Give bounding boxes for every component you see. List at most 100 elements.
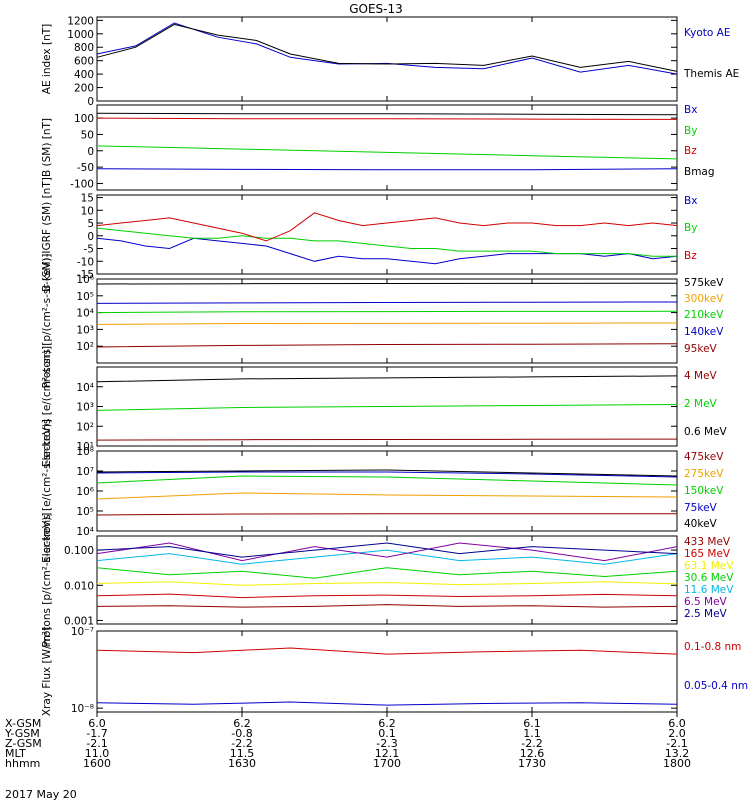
legend-entry: 30.6 MeV [684, 572, 734, 584]
legend-entry: Bz [684, 145, 697, 157]
y-tick-label: 10⁶ [76, 486, 94, 498]
y-tick-label: 10³ [76, 402, 94, 414]
y-axis-label: Electrons [e/(cm²-s-sr-keV)] [41, 419, 53, 563]
y-tick-label: 10⁴ [76, 526, 94, 538]
legend-entry: 6.5 MeV [684, 596, 728, 608]
plot-title: GOES-13 [349, 2, 403, 16]
series-line-2 [96, 701, 678, 706]
ephemeris-value: 13.2 [665, 747, 690, 760]
y-tick-label: 0.100 [64, 545, 94, 557]
legend-entry: Bmag [684, 166, 715, 178]
ephemeris-value: -1.7 [86, 727, 107, 740]
y-tick-label: 10⁸ [76, 446, 94, 458]
panel-4: 10² 10³ 10⁴ 10⁵ 10⁶ Protons [p/(cm²-s-sr-keV)… [41, 254, 724, 389]
panel-6: 10⁴ 10⁵ 10⁶ 10⁷ 10⁸ Electrons [e/(cm²-s-sr-ke… [41, 419, 724, 563]
ephemeris-row-label: hhmm [5, 757, 40, 770]
ephemeris-value: 11.5 [230, 747, 255, 760]
y-tick-label: 400 [74, 69, 94, 81]
series-line-1 [96, 647, 678, 655]
ephemeris-value: 1600 [83, 757, 111, 770]
legend-entry: 140keV [684, 326, 724, 338]
ephemeris-value: -2.2 [521, 737, 542, 750]
ephemeris-value: 1700 [373, 757, 401, 770]
ephemeris-value: 1730 [518, 757, 546, 770]
y-tick-label: -15 [77, 269, 94, 281]
date-label: 2017 May 20 [5, 788, 77, 800]
y-tick-label: 1200 [67, 15, 94, 27]
y-tick-label: 1000 [67, 29, 94, 41]
legend-entry: Kyoto AE [684, 27, 730, 39]
y-tick-label: 600 [74, 56, 94, 68]
time-axis [96, 712, 678, 717]
y-tick-label: 0.001 [64, 615, 94, 627]
y-tick-label: 15 [81, 193, 94, 205]
series-line-3 [96, 310, 678, 314]
legend-entry: 165 MeV [684, 548, 731, 560]
series-line-2 [96, 404, 678, 411]
ephemeris-value: 6.0 [88, 717, 106, 730]
legend-entry: By [684, 125, 697, 137]
series-line-2 [96, 227, 677, 257]
legend-entry: 575keV [684, 277, 724, 289]
y-tick-label: 10⁵ [76, 291, 94, 303]
y-tick-label: 200 [74, 83, 94, 95]
ephemeris-value: 11.0 [85, 747, 110, 760]
ephemeris-value: 0.1 [378, 727, 396, 740]
y-tick-label: 10² [76, 421, 94, 433]
legend-entry: 95keV [684, 343, 718, 355]
series-line-3 [96, 117, 678, 120]
y-axis-label: AE index [nT] [41, 24, 53, 94]
legend-entry: 2 MeV [684, 398, 718, 410]
ephemeris-value: 6.1 [523, 717, 541, 730]
ephemeris-row-label: MLT [5, 747, 26, 760]
ephemeris-row-label: Y-GSM [4, 727, 40, 740]
ephemeris-value: 12.1 [375, 747, 400, 760]
legend-entry: 475keV [684, 451, 724, 463]
series-line-4 [96, 301, 678, 304]
y-tick-label: 50 [81, 129, 94, 141]
panel-2: -100 -50 0 50 100 B (SM) [nT] Bx By Bz Bmag [41, 104, 715, 191]
series-line-1 [96, 168, 678, 171]
y-tick-label: 10⁶ [76, 274, 94, 286]
y-tick-label: -5 [84, 244, 94, 256]
ephemeris-row-label: Z-GSM [5, 737, 42, 750]
series-line-3 [96, 475, 678, 486]
ephemeris-value: 1.1 [523, 727, 541, 740]
ephemeris-value: 6.2 [233, 717, 251, 730]
panel-frame [96, 16, 678, 102]
legend-entry: 63.1 MeV [684, 560, 734, 572]
panel-5: 10¹ 10² 10³ 10⁴ Electrons [e/(cm²-s-sr)] 4 Me… [41, 346, 728, 467]
legend-entry: By [684, 222, 697, 234]
series-line-5 [96, 469, 678, 477]
series-line-7 [96, 542, 678, 558]
panel-frame [96, 630, 678, 713]
series-line-5 [96, 549, 678, 565]
legend-entry: 0.1-0.8 nm [684, 641, 741, 653]
legend-entry: 11.6 MeV [684, 584, 734, 596]
ephemeris-value: 1800 [663, 757, 691, 770]
legend-entry: 433 MeV [684, 536, 731, 548]
ephemeris-table: X-GSM 6.0 6.2 6.2 6.1 6.0 Y-GSM -1.7 -0.8 0.1 1.1 2… [4, 717, 691, 770]
legend-entry: 300keV [684, 293, 724, 305]
legend-entry: 2.5 MeV [684, 608, 728, 620]
legend-entry: Themis AE [683, 68, 739, 80]
legend-entry: 150keV [684, 485, 724, 497]
legend-entry: 4 MeV [684, 370, 718, 382]
ephemeris-value: -2.3 [376, 737, 397, 750]
series-line-2 [96, 322, 678, 325]
legend-entry: Bz [684, 250, 697, 262]
y-tick-label: 10⁴ [76, 382, 94, 394]
series-line-4 [96, 567, 678, 579]
legend-entry: Bx [684, 104, 697, 116]
series-line-1 [96, 438, 678, 441]
y-axis-label: Electrons [e/(cm²-s-sr)] [41, 346, 53, 467]
ephemeris-value: 6.2 [378, 717, 396, 730]
ephemeris-value: 12.6 [520, 747, 545, 760]
series-line-3 [96, 212, 678, 242]
y-axis-label: B (SM)-IGRF (SM) [nT] [41, 177, 53, 292]
series-line-1 [96, 604, 678, 608]
legend-entry: Bx [684, 195, 697, 207]
